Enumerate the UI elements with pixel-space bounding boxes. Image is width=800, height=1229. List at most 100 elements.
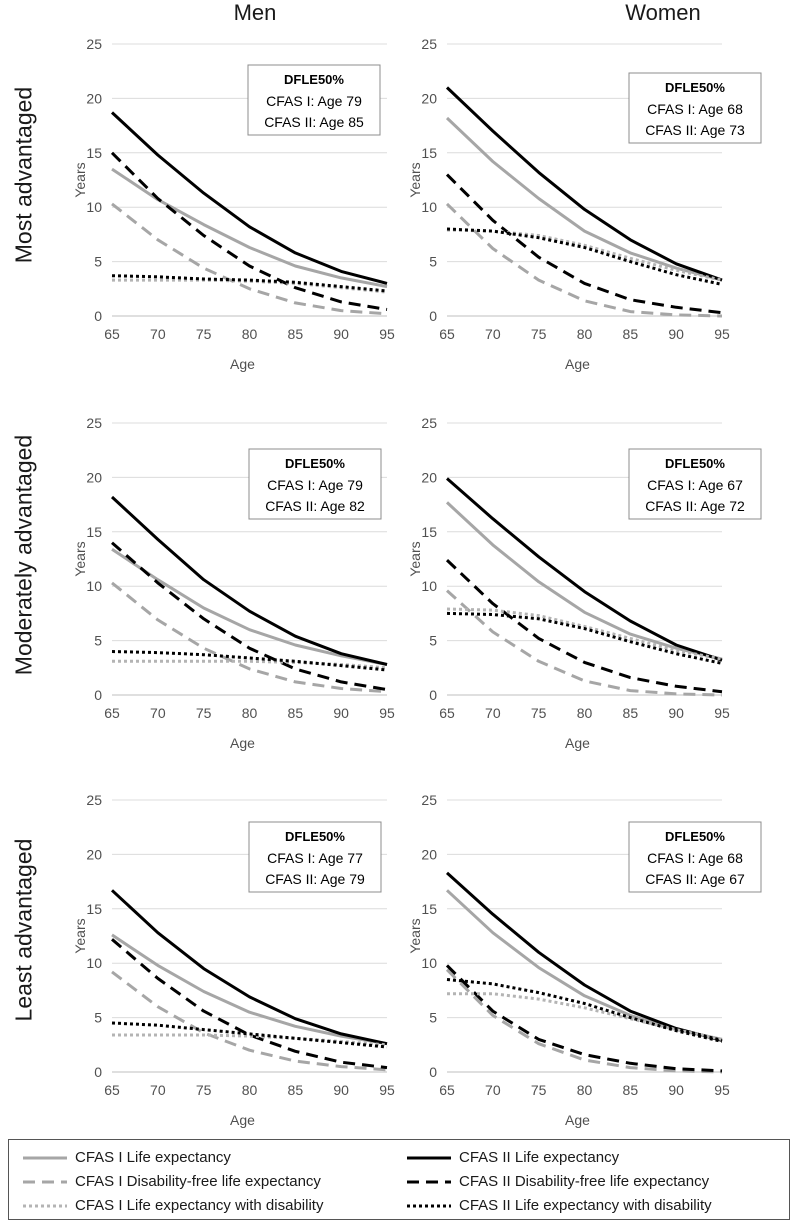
y-axis-title: Years — [72, 162, 88, 197]
series-line-1 — [111, 547, 388, 666]
series-line-5 — [447, 992, 723, 1041]
x-axis-title: Age — [565, 1112, 590, 1128]
annotation-title: DFLE50% — [285, 456, 345, 471]
series-line-4 — [445, 559, 723, 694]
series-line-6 — [446, 611, 723, 665]
annotation-line: CFAS II: Age 85 — [264, 114, 364, 130]
x-tick-label: 95 — [714, 326, 730, 342]
annotation-title: DFLE50% — [665, 456, 725, 471]
x-tick-label: 75 — [531, 326, 547, 342]
y-tick-label: 10 — [86, 955, 102, 971]
x-tick-label: 75 — [531, 1082, 547, 1098]
x-tick-label: 85 — [288, 326, 304, 342]
y-tick-label: 20 — [86, 846, 102, 862]
y-tick-label: 5 — [94, 254, 102, 270]
legend-label: CFAS I Life expectancy with disability — [75, 1197, 324, 1214]
y-tick-label: 10 — [421, 199, 437, 215]
series-line-4 — [445, 173, 723, 315]
series-line-6 — [446, 978, 723, 1043]
y-axis-title: Years — [72, 918, 88, 953]
x-tick-label: 90 — [333, 1082, 349, 1098]
y-tick-label: 10 — [86, 578, 102, 594]
legend-label: CFAS II Life expectancy — [459, 1149, 620, 1166]
x-tick-label: 85 — [623, 705, 639, 721]
x-tick-label: 90 — [668, 705, 684, 721]
series-line-3 — [111, 581, 388, 694]
y-axis-title: Years — [407, 162, 423, 197]
y-tick-label: 5 — [94, 633, 102, 649]
x-tick-label: 65 — [104, 705, 120, 721]
x-tick-label: 80 — [242, 705, 258, 721]
y-tick-label: 15 — [86, 901, 102, 917]
y-tick-label: 20 — [421, 90, 437, 106]
legend-swatch-cfas2-led — [407, 1204, 451, 1208]
x-tick-label: 65 — [104, 1082, 120, 1098]
series-line-6 — [111, 650, 388, 672]
series-line-4 — [111, 541, 388, 692]
legend-label: CFAS II Life expectancy with disability — [459, 1197, 712, 1214]
x-axis-title: Age — [230, 735, 255, 751]
y-tick-label: 25 — [421, 36, 437, 52]
x-tick-label: 65 — [439, 1082, 455, 1098]
y-tick-label: 10 — [421, 955, 437, 971]
y-tick-label: 15 — [421, 901, 437, 917]
series-line-4 — [111, 938, 388, 1070]
column-header-women: Women — [625, 0, 701, 25]
series-line-3 — [111, 202, 388, 316]
series-line-1 — [445, 501, 723, 661]
y-tick-label: 0 — [429, 308, 437, 324]
x-tick-label: 65 — [104, 326, 120, 342]
series-line-1 — [445, 889, 723, 1041]
x-tick-label: 70 — [485, 326, 501, 342]
series-line-2 — [445, 86, 723, 282]
x-tick-label: 95 — [379, 326, 395, 342]
y-tick-label: 0 — [94, 687, 102, 703]
series-line-3 — [445, 589, 723, 697]
chart-panel-4: 0 5 10 15 20 25 65 70 75 80 85 90 95 Age Years DFLE50% C… — [407, 415, 762, 751]
annotation-line: CFAS II: Age 73 — [645, 122, 745, 138]
annotation-title: DFLE50% — [284, 72, 344, 87]
annotation-box — [247, 64, 381, 136]
legend-label: CFAS II Disability-free life expectancy — [459, 1173, 710, 1190]
x-tick-label: 75 — [196, 1082, 212, 1098]
x-tick-label: 80 — [242, 326, 258, 342]
x-tick-label: 70 — [485, 705, 501, 721]
x-tick-label: 90 — [668, 326, 684, 342]
y-tick-label: 25 — [86, 36, 102, 52]
annotation-line: CFAS II: Age 79 — [265, 871, 365, 887]
chart-panel-5: 0 5 10 15 20 25 65 70 75 80 85 90 95 Age Years DFLE50% C… — [72, 792, 395, 1128]
annotation-line: CFAS II: Age 72 — [645, 498, 745, 514]
x-tick-label: 95 — [714, 1082, 730, 1098]
annotation-box — [248, 821, 382, 893]
series-line-5 — [446, 228, 723, 282]
annotation-box — [628, 72, 762, 144]
series-line-6 — [111, 1021, 388, 1049]
legend-swatch-cfas1-dfle — [23, 1180, 67, 1184]
x-axis-title: Age — [230, 1112, 255, 1128]
annotation-title: DFLE50% — [665, 829, 725, 844]
y-tick-label: 25 — [421, 415, 437, 431]
y-tick-label: 0 — [94, 1064, 102, 1080]
y-tick-label: 0 — [429, 1064, 437, 1080]
series-line-2 — [110, 111, 388, 285]
y-tick-label: 20 — [421, 846, 437, 862]
annotation-line: CFAS I: Age 79 — [267, 477, 363, 493]
legend-swatch-cfas1-led — [23, 1204, 67, 1208]
chart-panel-2: 0 5 10 15 20 25 65 70 75 80 85 90 95 Age Years DFLE50% C… — [407, 36, 762, 372]
series-line-6 — [111, 274, 388, 293]
x-tick-label: 65 — [439, 326, 455, 342]
chart-grid: 0 5 10 15 20 25 65 70 75 80 85 90 95 Age Years DFLE50% C… — [72, 36, 762, 1128]
y-tick-label: 15 — [421, 524, 437, 540]
legend-swatch-cfas2-le — [407, 1156, 451, 1160]
x-tick-label: 95 — [379, 1082, 395, 1098]
y-tick-label: 20 — [86, 469, 102, 485]
series-line-2 — [110, 889, 388, 1046]
series-line-2 — [446, 477, 723, 662]
y-tick-label: 10 — [421, 578, 437, 594]
series-line-4 — [445, 964, 723, 1073]
y-tick-label: 10 — [86, 199, 102, 215]
x-tick-label: 80 — [242, 1082, 258, 1098]
legend-label: CFAS I Life expectancy — [75, 1149, 231, 1166]
annotation-box — [628, 448, 762, 520]
y-axis-title: Years — [407, 541, 423, 576]
